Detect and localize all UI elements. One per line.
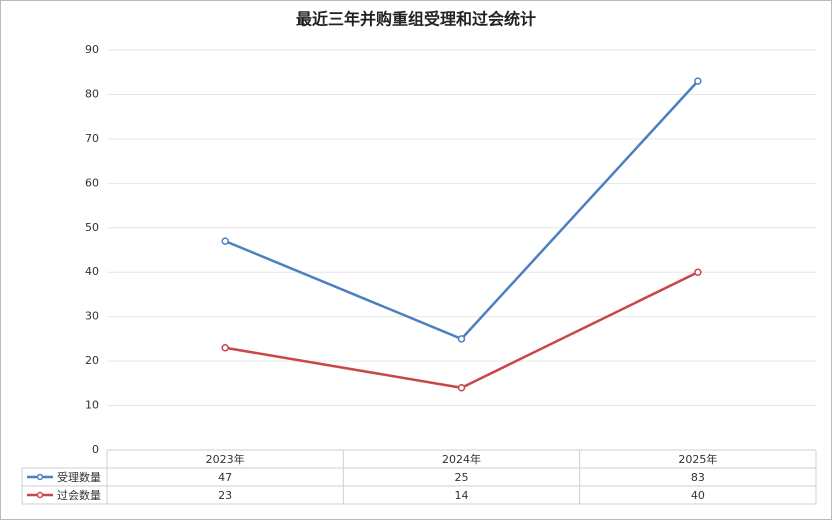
table-value: 47 bbox=[218, 471, 232, 484]
data-point bbox=[221, 344, 229, 352]
table-value: 23 bbox=[218, 489, 232, 502]
legend-label: 受理数量 bbox=[57, 471, 101, 484]
legend-marker bbox=[36, 491, 44, 499]
x-tick-label: 2023年 bbox=[206, 452, 245, 466]
table-value: 14 bbox=[455, 489, 469, 502]
data-point bbox=[221, 237, 229, 245]
chart-title: 最近三年并购重组受理和过会统计 bbox=[296, 10, 536, 29]
table-value: 83 bbox=[691, 471, 705, 484]
y-tick-label: 50 bbox=[85, 221, 99, 234]
legend-marker bbox=[36, 473, 44, 481]
data-point bbox=[457, 384, 466, 392]
legend-label: 过会数量 bbox=[57, 489, 101, 502]
data-point bbox=[694, 77, 702, 85]
data-point bbox=[694, 268, 702, 276]
x-tick-label: 2025年 bbox=[678, 452, 717, 466]
y-tick-label: 70 bbox=[85, 132, 99, 145]
y-tick-label: 90 bbox=[85, 43, 99, 56]
table-value: 40 bbox=[691, 489, 705, 502]
y-tick-label: 60 bbox=[85, 176, 99, 189]
table-value: 25 bbox=[455, 471, 469, 484]
x-tick-label: 2024年 bbox=[442, 452, 481, 466]
y-tick-label: 30 bbox=[85, 310, 99, 323]
y-tick-label: 40 bbox=[85, 265, 99, 278]
y-tick-label: 80 bbox=[85, 87, 99, 100]
data-point bbox=[457, 335, 466, 343]
y-tick-label: 20 bbox=[85, 354, 99, 367]
y-tick-label: 10 bbox=[85, 399, 99, 412]
y-tick-label: 0 bbox=[92, 443, 99, 456]
